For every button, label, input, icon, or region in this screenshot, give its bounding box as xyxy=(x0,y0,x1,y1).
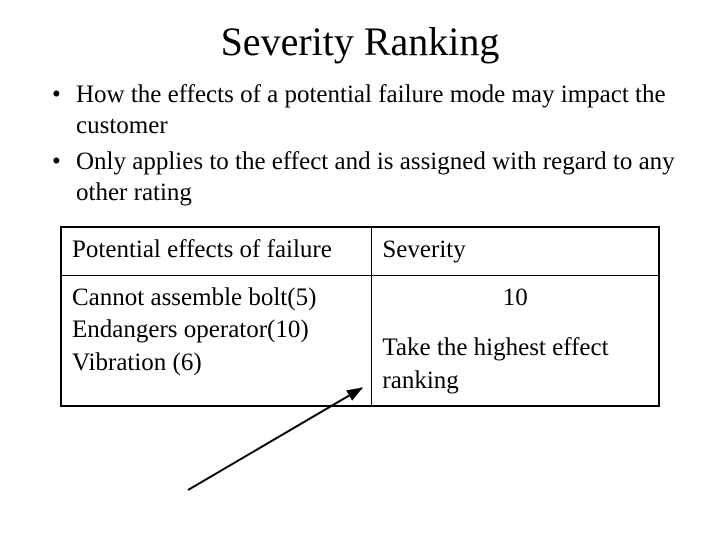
slide: Severity Ranking How the effects of a po… xyxy=(0,0,720,540)
bullet-item: How the effects of a potential failure m… xyxy=(58,79,690,142)
effect-line: Vibration (6) xyxy=(72,347,361,380)
severity-value: 10 xyxy=(382,282,648,315)
severity-table: Potential effects of failure Severity Ca… xyxy=(62,228,658,405)
effect-line: Endangers operator(10) xyxy=(72,314,361,347)
severity-table-container: Potential effects of failure Severity Ca… xyxy=(60,226,660,407)
table-body-row: Cannot assemble bolt(5) Endangers operat… xyxy=(62,275,658,405)
severity-note: Take the highest effect ranking xyxy=(382,332,648,397)
header-effects: Potential effects of failure xyxy=(62,228,372,275)
slide-title: Severity Ranking xyxy=(30,18,690,65)
effect-line: Cannot assemble bolt(5) xyxy=(72,282,361,315)
bullet-item: Only applies to the effect and is assign… xyxy=(58,146,690,209)
effects-cell: Cannot assemble bolt(5) Endangers operat… xyxy=(62,275,372,405)
severity-cell: 10 Take the highest effect ranking xyxy=(372,275,658,405)
header-severity: Severity xyxy=(372,228,658,275)
table-header-row: Potential effects of failure Severity xyxy=(62,228,658,275)
bullet-list: How the effects of a potential failure m… xyxy=(30,79,690,208)
